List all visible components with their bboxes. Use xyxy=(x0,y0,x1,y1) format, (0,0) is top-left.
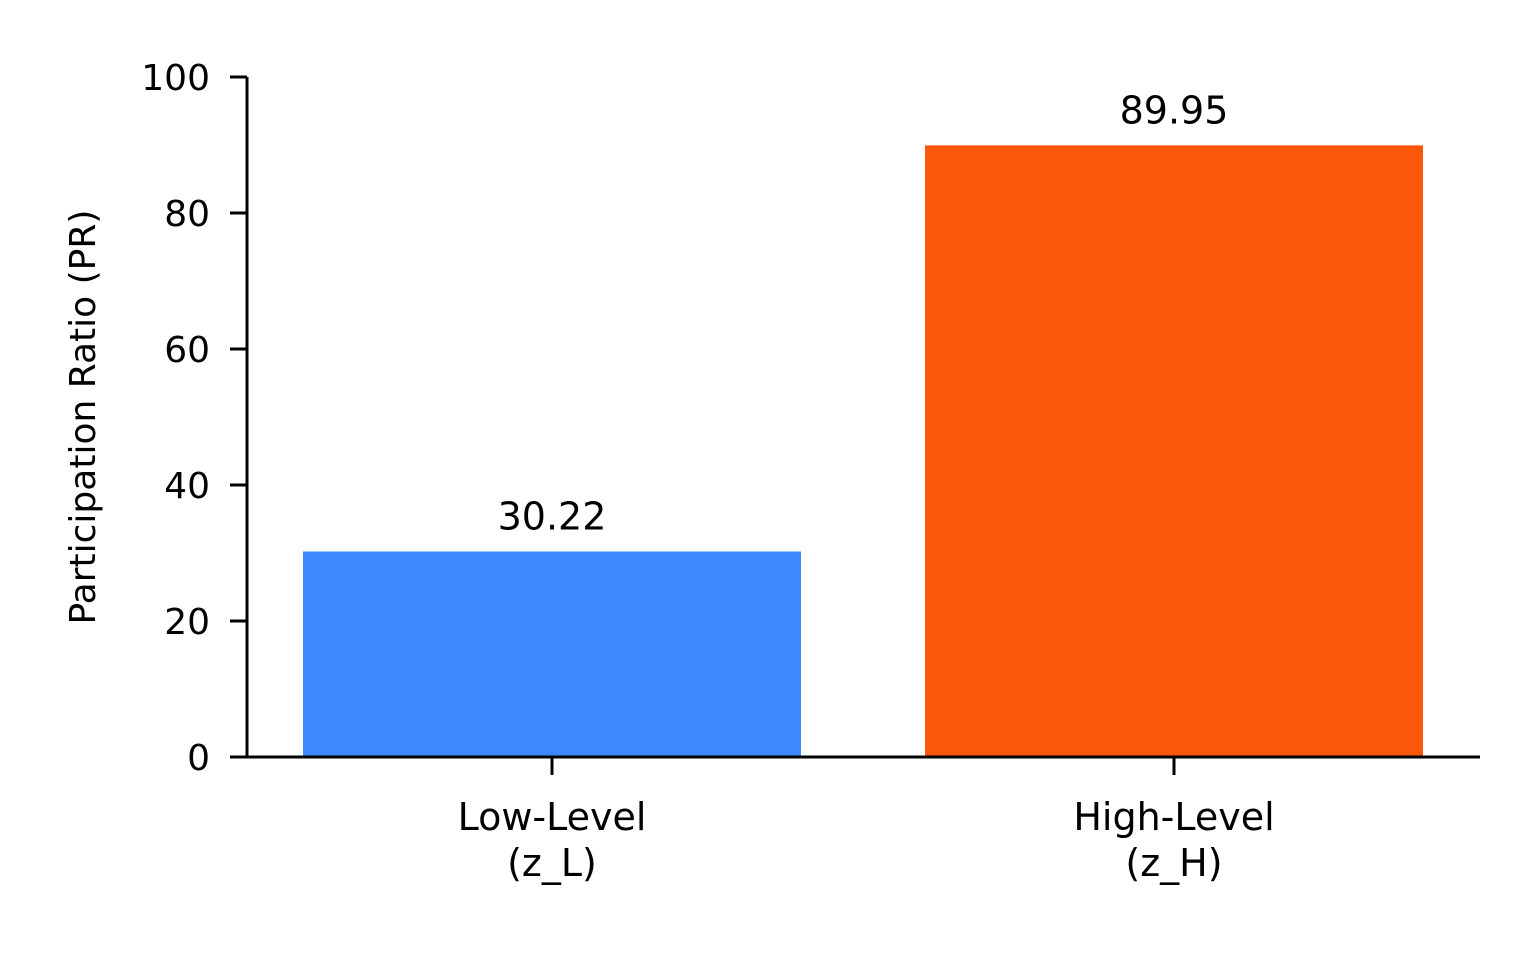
y-axis-title: Participation Ratio (PR) xyxy=(63,210,104,625)
labels-layer: 30.22 89.95 0 20 40 60 80 100 Low-Level (z_L) High… xyxy=(141,58,1274,885)
y-tick-label-4: 80 xyxy=(164,194,210,235)
axes-layer xyxy=(230,75,1480,775)
bar-1 xyxy=(925,145,1423,758)
y-tick-label-5: 100 xyxy=(141,58,210,99)
bar-0 xyxy=(303,551,801,757)
x-category-label-1: High-Level (z_H) xyxy=(1073,795,1274,885)
bar-value-label-1: 89.95 xyxy=(1120,88,1229,132)
y-tick-label-2: 40 xyxy=(164,466,210,507)
bars-layer xyxy=(303,145,1423,758)
y-tick-label-1: 20 xyxy=(164,602,210,643)
y-tick-label-3: 60 xyxy=(164,330,210,371)
bar-value-label-0: 30.22 xyxy=(498,495,607,539)
y-tick-label-0: 0 xyxy=(187,738,210,779)
x-category-label-0: Low-Level (z_L) xyxy=(458,795,647,885)
